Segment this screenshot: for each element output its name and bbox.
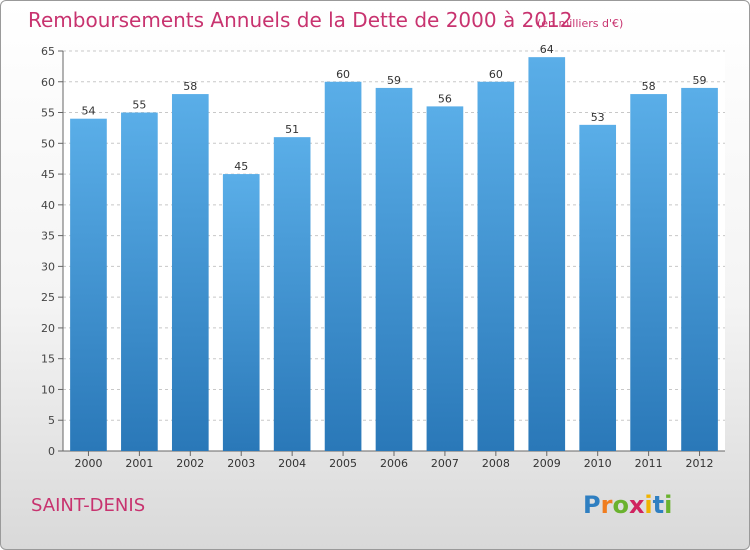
y-tick-label: 20 (41, 322, 55, 335)
bar (528, 57, 566, 452)
x-tick-label: 2009 (533, 457, 561, 470)
y-tick-label: 35 (41, 230, 55, 243)
data-label: 53 (591, 111, 605, 124)
bar (70, 118, 107, 451)
x-tick-label: 2010 (584, 457, 612, 470)
data-label: 60 (336, 68, 350, 81)
y-tick-label: 30 (41, 260, 55, 273)
x-tick-label: 2004 (278, 457, 306, 470)
x-tick-label: 2005 (329, 457, 357, 470)
bar (375, 87, 413, 451)
bar (681, 87, 718, 451)
data-label: 64 (540, 43, 554, 56)
y-tick-label: 45 (41, 168, 55, 181)
bar (171, 94, 209, 452)
bar (273, 137, 311, 451)
y-tick-label: 15 (41, 353, 55, 366)
logo-letter: r (600, 491, 613, 519)
logo-letter: t (652, 491, 665, 519)
x-tick-label: 2001 (125, 457, 153, 470)
logo-letter: P (583, 491, 601, 519)
bar (579, 124, 617, 451)
chart-title: Remboursements Annuels de la Dette de 20… (28, 8, 573, 32)
y-tick-label: 50 (41, 137, 55, 150)
logo-letter: i (644, 491, 653, 519)
bar (477, 81, 515, 452)
data-label: 58 (642, 80, 656, 93)
bar (426, 106, 464, 451)
commune-name: SAINT-DENIS (31, 495, 146, 516)
bar (630, 94, 667, 452)
y-tick-label: 40 (41, 199, 55, 212)
data-label: 59 (387, 74, 401, 87)
y-tick-label: 5 (48, 414, 55, 427)
x-tick-label: 2007 (431, 457, 459, 470)
y-tick-label: 0 (48, 445, 55, 458)
x-tick-label: 2003 (227, 457, 255, 470)
y-tick-label: 65 (41, 45, 55, 58)
data-label: 55 (132, 99, 146, 112)
bar (324, 81, 362, 452)
data-label: 60 (489, 68, 503, 81)
x-tick-label: 2011 (635, 457, 663, 470)
data-label: 54 (81, 105, 95, 118)
y-tick-label: 25 (41, 291, 55, 304)
data-label: 45 (234, 160, 248, 173)
y-tick-label: 55 (41, 107, 55, 120)
logo-letter: o (612, 491, 629, 519)
x-tick-label: 2006 (380, 457, 408, 470)
bar (121, 112, 158, 452)
x-tick-label: 2002 (176, 457, 204, 470)
x-tick-label: 2000 (74, 457, 102, 470)
y-tick-label: 10 (41, 383, 55, 396)
logo-letter: i (664, 491, 673, 519)
bar (222, 174, 260, 452)
chart-subtitle: (en milliers d'€) (537, 17, 624, 30)
data-label: 58 (183, 80, 197, 93)
x-tick-label: 2008 (482, 457, 510, 470)
y-tick-label: 60 (41, 76, 55, 89)
data-label: 56 (438, 92, 452, 105)
proxiti-logo: Proxiti (583, 491, 672, 519)
logo-letter: x (628, 491, 645, 519)
data-label: 59 (693, 74, 707, 87)
x-tick-label: 2012 (686, 457, 714, 470)
data-label: 51 (285, 123, 299, 136)
